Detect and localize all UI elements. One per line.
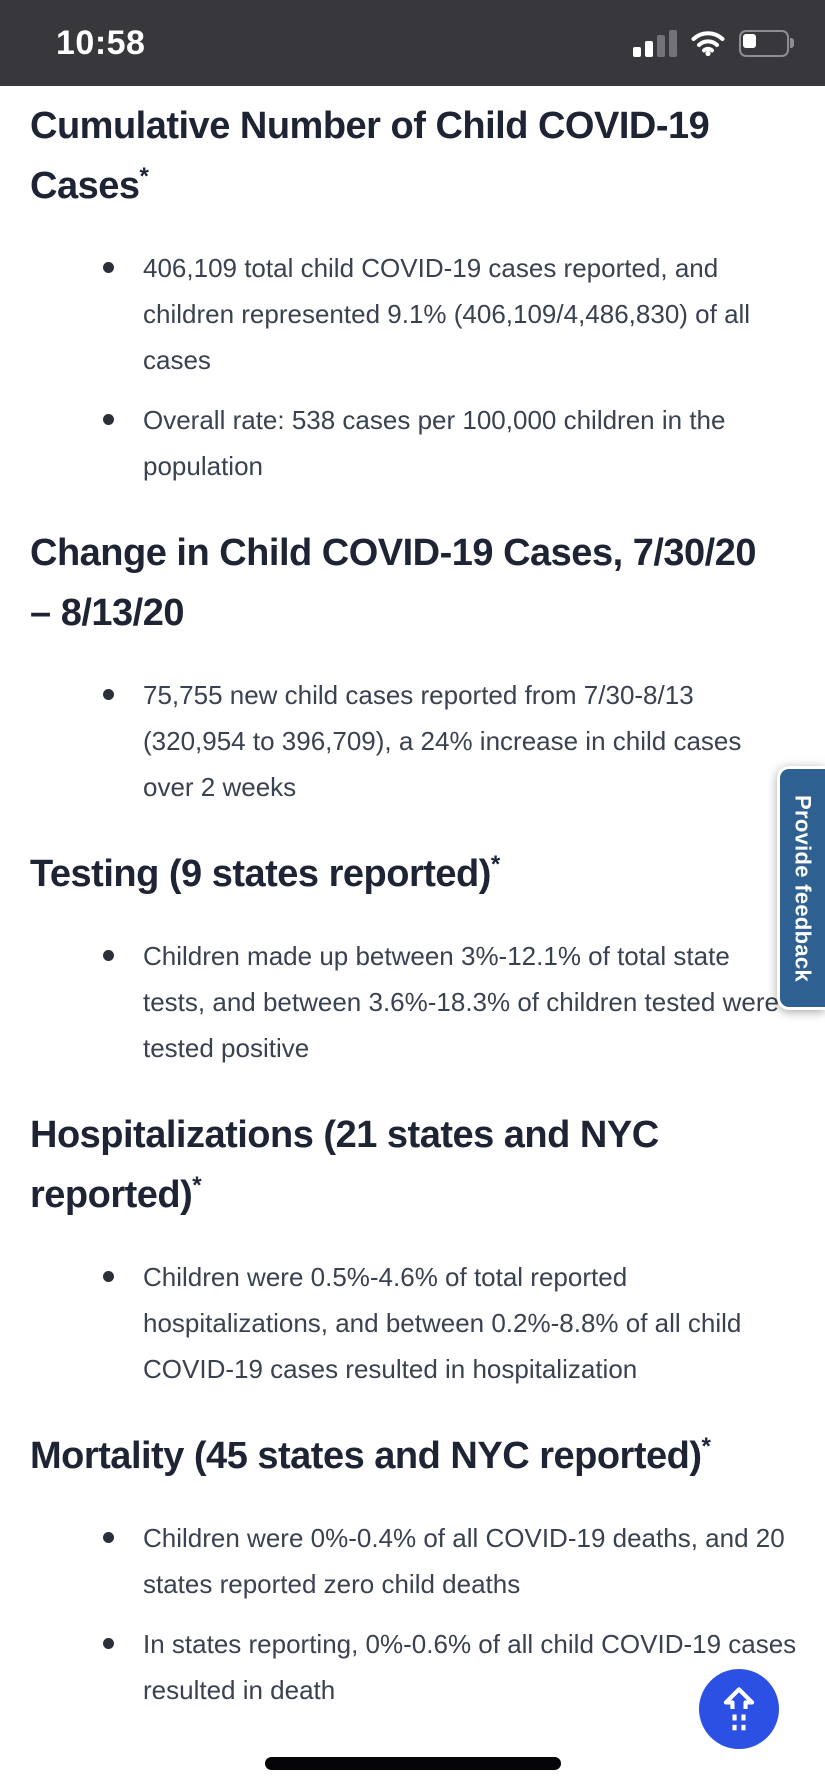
bullet-text: Children made up between 3%-12.1% of tot… (143, 941, 779, 1063)
report-section: Change in Child COVID-19 Cases, 7/30/20 … (30, 523, 797, 810)
bullet-icon (103, 1271, 114, 1282)
bullet-text: 75,755 new child cases reported from 7/3… (143, 680, 742, 802)
report-section: Mortality (45 states and NYC reported)* … (30, 1426, 797, 1713)
section-heading-text: Mortality (45 states and NYC reported) (30, 1435, 702, 1477)
section-heading: Cumulative Number of Child COVID-19 Case… (30, 96, 797, 221)
bullet-text: Children were 0.5%-4.6% of total reporte… (143, 1262, 742, 1384)
bullet-icon (103, 950, 114, 961)
arrow-up-dashed-icon (723, 1687, 755, 1731)
bullet-icon (103, 262, 114, 273)
bullet-text: In states reporting, 0%-0.6% of all chil… (143, 1629, 797, 1705)
bullet-text: Overall rate: 538 cases per 100,000 chil… (143, 405, 726, 481)
clock-time: 10:58 (56, 23, 146, 62)
bullet-list: 75,755 new child cases reported from 7/3… (30, 672, 797, 810)
battery-icon (739, 29, 794, 57)
bullet-icon (103, 1638, 114, 1649)
section-heading: Change in Child COVID-19 Cases, 7/30/20 … (30, 523, 797, 648)
list-item: 75,755 new child cases reported from 7/3… (30, 672, 797, 810)
section-heading-text: Change in Child COVID-19 Cases, 7/30/20 … (30, 532, 756, 634)
list-item: Children were 0.5%-4.6% of total reporte… (30, 1254, 797, 1392)
bullet-text: 406,109 total child COVID-19 cases repor… (143, 253, 751, 375)
footnote-asterisk: * (490, 851, 500, 878)
section-heading: Mortality (45 states and NYC reported)* (30, 1426, 797, 1491)
report-section: Hospitalizations (21 states and NYC repo… (30, 1105, 797, 1392)
footnote-asterisk: * (139, 163, 149, 190)
bullet-icon (103, 689, 114, 700)
bullet-list: Children were 0.5%-4.6% of total reporte… (30, 1254, 797, 1392)
footnote-asterisk: * (701, 1433, 711, 1460)
footnote-asterisk: * (192, 1172, 202, 1199)
provide-feedback-button[interactable]: Provide feedback (777, 766, 825, 1010)
wifi-icon (691, 31, 725, 56)
section-heading-text: Testing (9 states reported) (30, 853, 491, 895)
content: Cumulative Number of Child COVID-19 Case… (0, 96, 825, 1713)
status-icons (633, 29, 794, 57)
section-heading-text: Cumulative Number of Child COVID-19 Case… (30, 105, 710, 207)
report-section: Testing (9 states reported)* Children ma… (30, 844, 797, 1071)
list-item: 406,109 total child COVID-19 cases repor… (30, 245, 797, 383)
bullet-list: 406,109 total child COVID-19 cases repor… (30, 245, 797, 489)
bullet-text: Children were 0%-0.4% of all COVID-19 de… (143, 1523, 785, 1599)
list-item: In states reporting, 0%-0.6% of all chil… (30, 1621, 797, 1713)
cellular-signal-icon (633, 29, 677, 57)
status-bar: 10:58 (0, 0, 825, 86)
list-item: Overall rate: 538 cases per 100,000 chil… (30, 397, 797, 489)
bullet-icon (103, 1532, 114, 1543)
section-heading: Hospitalizations (21 states and NYC repo… (30, 1105, 797, 1230)
bullet-icon (103, 414, 114, 425)
section-heading-text: Hospitalizations (21 states and NYC repo… (30, 1114, 659, 1216)
section-heading: Testing (9 states reported)* (30, 844, 797, 909)
report-section: Cumulative Number of Child COVID-19 Case… (30, 96, 797, 489)
list-item: Children made up between 3%-12.1% of tot… (30, 933, 797, 1071)
provide-feedback-label: Provide feedback (790, 794, 816, 982)
bullet-list: Children were 0%-0.4% of all COVID-19 de… (30, 1515, 797, 1713)
scroll-to-top-button[interactable] (699, 1669, 779, 1749)
bullet-list: Children made up between 3%-12.1% of tot… (30, 933, 797, 1071)
home-indicator[interactable] (265, 1757, 561, 1770)
list-item: Children were 0%-0.4% of all COVID-19 de… (30, 1515, 797, 1607)
